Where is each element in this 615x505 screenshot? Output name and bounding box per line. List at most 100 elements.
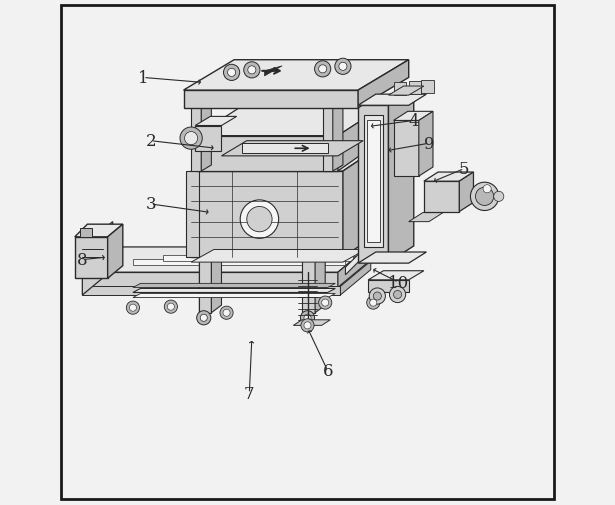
Polygon shape <box>199 258 212 313</box>
Circle shape <box>375 199 380 205</box>
Circle shape <box>248 67 256 75</box>
Polygon shape <box>201 85 212 172</box>
Polygon shape <box>343 141 389 258</box>
Text: 1: 1 <box>138 70 148 87</box>
Polygon shape <box>242 144 328 154</box>
Circle shape <box>389 287 406 303</box>
Polygon shape <box>364 116 383 247</box>
Circle shape <box>370 299 377 307</box>
Polygon shape <box>75 225 123 237</box>
Circle shape <box>335 59 351 75</box>
Polygon shape <box>191 250 366 263</box>
Polygon shape <box>191 172 343 258</box>
Polygon shape <box>323 91 333 172</box>
Polygon shape <box>358 252 426 264</box>
Circle shape <box>200 315 207 322</box>
Circle shape <box>322 299 329 307</box>
Polygon shape <box>133 294 335 298</box>
Polygon shape <box>367 121 380 242</box>
Polygon shape <box>87 247 368 273</box>
Polygon shape <box>183 61 409 91</box>
Polygon shape <box>164 255 353 261</box>
Circle shape <box>375 186 380 192</box>
Circle shape <box>244 63 260 79</box>
Text: 8: 8 <box>77 251 88 269</box>
Polygon shape <box>183 91 358 109</box>
Text: 7: 7 <box>244 385 255 402</box>
Text: 9: 9 <box>424 135 434 153</box>
Polygon shape <box>394 121 419 177</box>
Polygon shape <box>338 109 381 172</box>
Circle shape <box>369 288 386 305</box>
Circle shape <box>223 310 230 317</box>
Polygon shape <box>221 141 363 157</box>
Polygon shape <box>303 258 315 313</box>
Circle shape <box>365 191 371 197</box>
Polygon shape <box>75 237 108 279</box>
Circle shape <box>319 296 331 310</box>
Polygon shape <box>191 91 201 172</box>
Circle shape <box>197 311 211 325</box>
Polygon shape <box>459 173 474 212</box>
Text: 5: 5 <box>459 161 470 178</box>
Text: 4: 4 <box>408 113 419 130</box>
Polygon shape <box>194 250 360 257</box>
Polygon shape <box>133 284 335 288</box>
Polygon shape <box>80 228 92 237</box>
Polygon shape <box>293 320 330 326</box>
Text: 2: 2 <box>145 133 156 150</box>
Polygon shape <box>424 173 474 182</box>
Circle shape <box>164 300 178 314</box>
Polygon shape <box>196 109 381 136</box>
Polygon shape <box>389 90 414 263</box>
Circle shape <box>339 63 347 71</box>
Polygon shape <box>133 260 346 266</box>
Circle shape <box>223 65 240 81</box>
Polygon shape <box>419 112 433 177</box>
Circle shape <box>483 185 491 193</box>
Circle shape <box>475 188 494 206</box>
Circle shape <box>394 291 402 299</box>
Circle shape <box>247 207 272 232</box>
Circle shape <box>494 192 504 202</box>
Circle shape <box>300 311 315 325</box>
Circle shape <box>315 62 331 78</box>
Polygon shape <box>133 289 335 293</box>
Polygon shape <box>394 83 406 96</box>
Polygon shape <box>212 250 221 313</box>
Polygon shape <box>424 182 459 212</box>
Polygon shape <box>358 95 426 106</box>
Circle shape <box>126 301 140 315</box>
Polygon shape <box>368 271 424 280</box>
Polygon shape <box>338 247 368 288</box>
Polygon shape <box>340 262 371 295</box>
Polygon shape <box>358 61 409 109</box>
Circle shape <box>301 319 314 332</box>
Circle shape <box>228 69 236 77</box>
Polygon shape <box>409 82 421 95</box>
Polygon shape <box>409 213 443 222</box>
Polygon shape <box>186 172 199 258</box>
Circle shape <box>365 204 371 210</box>
Polygon shape <box>195 126 221 152</box>
Polygon shape <box>191 141 389 172</box>
Text: 6: 6 <box>322 363 333 380</box>
Circle shape <box>180 128 202 150</box>
Polygon shape <box>394 112 433 121</box>
Polygon shape <box>196 136 338 172</box>
Circle shape <box>304 322 311 329</box>
Polygon shape <box>368 280 409 293</box>
Polygon shape <box>82 287 340 295</box>
Polygon shape <box>108 225 123 279</box>
Polygon shape <box>195 117 237 126</box>
Polygon shape <box>389 87 424 96</box>
Circle shape <box>220 307 233 320</box>
Text: 3: 3 <box>145 196 156 213</box>
Polygon shape <box>421 81 434 94</box>
Circle shape <box>319 66 327 74</box>
Polygon shape <box>333 85 343 172</box>
Text: 10: 10 <box>388 274 409 291</box>
Circle shape <box>367 296 380 310</box>
Circle shape <box>129 305 137 312</box>
Polygon shape <box>346 242 371 275</box>
